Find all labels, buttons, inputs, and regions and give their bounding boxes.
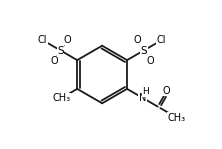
Text: S: S (57, 45, 64, 56)
Text: O: O (163, 86, 170, 96)
Text: Cl: Cl (38, 35, 48, 45)
Text: H: H (142, 87, 149, 97)
Text: O: O (51, 56, 58, 66)
Text: O: O (134, 35, 141, 45)
Text: N: N (139, 93, 146, 103)
Text: O: O (63, 35, 71, 45)
Text: CH₃: CH₃ (168, 113, 186, 123)
Text: CH₃: CH₃ (52, 93, 70, 103)
Text: O: O (146, 56, 154, 66)
Text: Cl: Cl (157, 35, 166, 45)
Text: S: S (140, 45, 147, 56)
